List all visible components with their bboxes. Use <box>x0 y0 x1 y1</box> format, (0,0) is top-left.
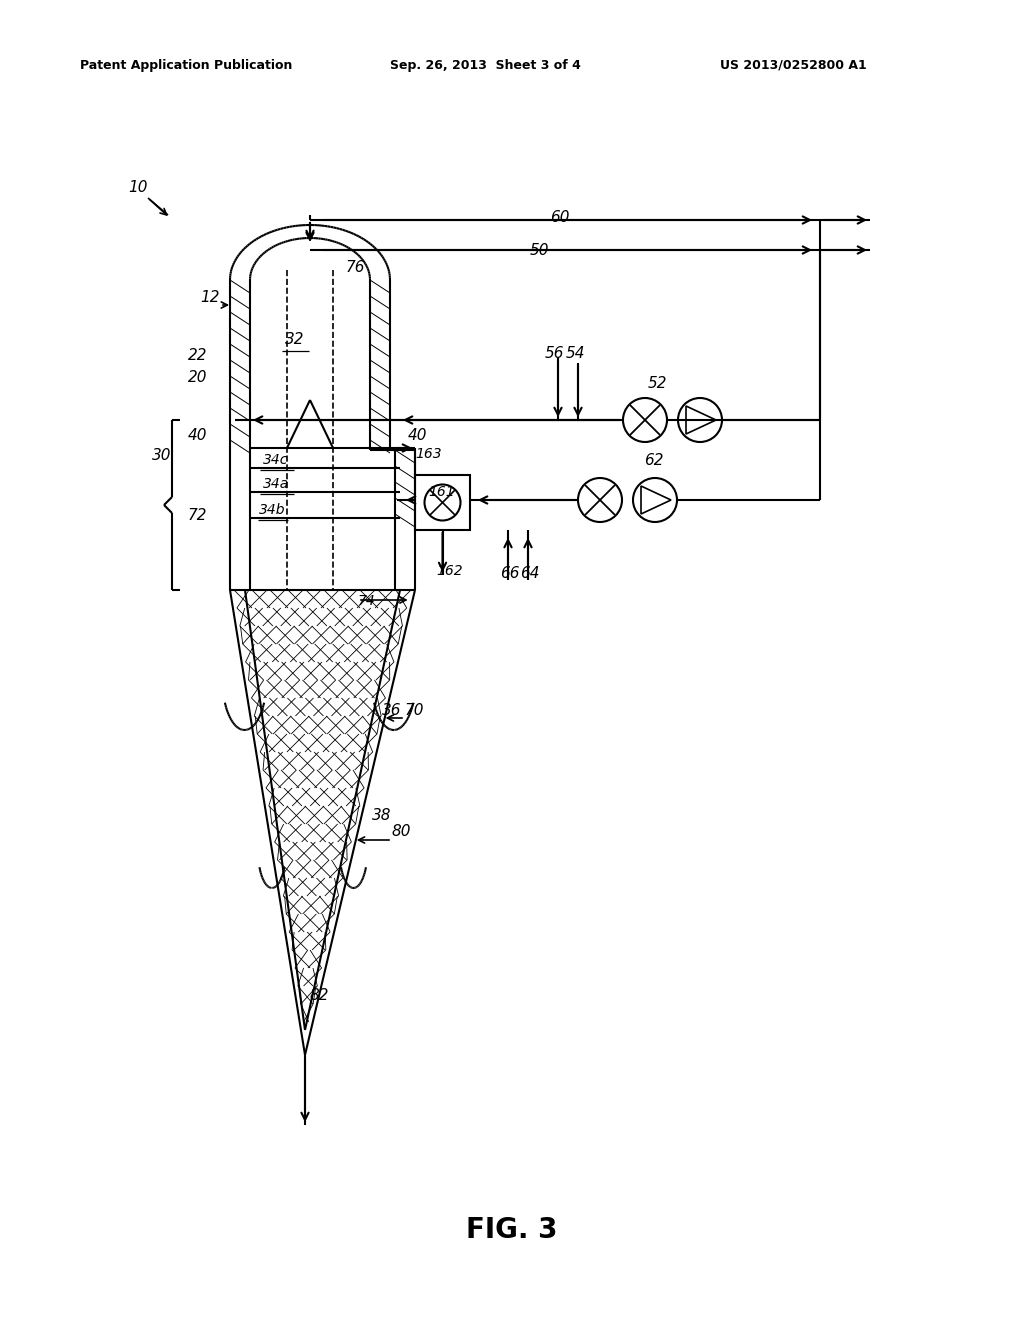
Text: 62: 62 <box>644 453 664 469</box>
Text: 64: 64 <box>520 566 540 581</box>
Text: 12: 12 <box>200 290 219 305</box>
Text: 38: 38 <box>372 808 391 822</box>
Text: 52: 52 <box>648 376 668 391</box>
Text: 34a: 34a <box>263 477 289 491</box>
Text: 50: 50 <box>530 243 550 257</box>
Text: FIG. 3: FIG. 3 <box>466 1216 558 1243</box>
Text: 74: 74 <box>358 594 376 609</box>
Text: 162: 162 <box>436 564 463 578</box>
Text: 72: 72 <box>188 508 208 523</box>
Text: 10: 10 <box>128 180 147 195</box>
Text: 76: 76 <box>346 260 366 275</box>
Text: US 2013/0252800 A1: US 2013/0252800 A1 <box>720 58 866 71</box>
Text: 20: 20 <box>188 370 208 385</box>
Text: 40: 40 <box>408 428 427 444</box>
Text: 40: 40 <box>188 428 208 444</box>
Text: 32: 32 <box>286 333 305 347</box>
Text: 70: 70 <box>406 704 425 718</box>
Text: 34b: 34b <box>259 503 286 517</box>
Text: 163: 163 <box>415 447 441 461</box>
Text: 54: 54 <box>566 346 586 360</box>
Text: 60: 60 <box>550 210 569 224</box>
Text: 82: 82 <box>310 987 330 1003</box>
Bar <box>415 475 470 531</box>
Text: 66: 66 <box>500 566 519 581</box>
Text: Sep. 26, 2013  Sheet 3 of 4: Sep. 26, 2013 Sheet 3 of 4 <box>390 58 581 71</box>
Text: Patent Application Publication: Patent Application Publication <box>80 58 293 71</box>
Text: 34c: 34c <box>263 453 289 467</box>
Text: 36: 36 <box>382 704 401 718</box>
Text: 80: 80 <box>392 824 412 840</box>
Text: 161: 161 <box>428 484 455 499</box>
Text: 30: 30 <box>152 447 171 463</box>
Text: 56: 56 <box>545 346 564 360</box>
Text: 22: 22 <box>188 348 208 363</box>
